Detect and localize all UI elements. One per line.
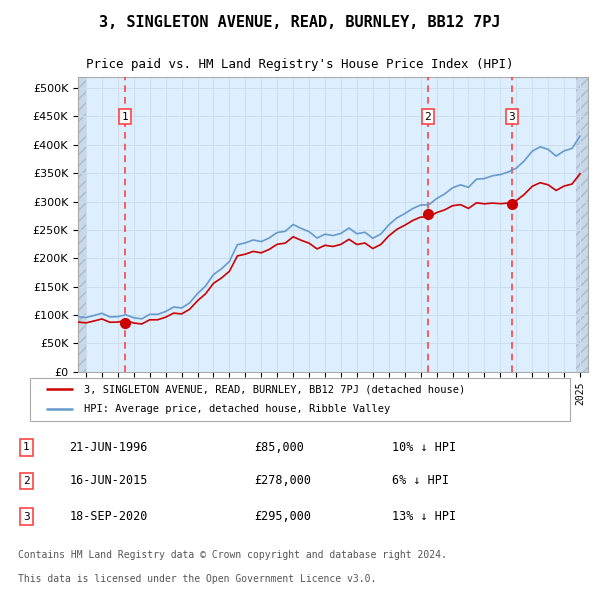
Text: Price paid vs. HM Land Registry's House Price Index (HPI): Price paid vs. HM Land Registry's House … <box>86 58 514 71</box>
Text: 6% ↓ HPI: 6% ↓ HPI <box>392 474 449 487</box>
Text: 2: 2 <box>424 112 431 122</box>
Text: 2: 2 <box>23 476 30 486</box>
Text: 3: 3 <box>508 112 515 122</box>
Text: £295,000: £295,000 <box>254 510 311 523</box>
Text: £85,000: £85,000 <box>254 441 304 454</box>
FancyBboxPatch shape <box>30 378 570 421</box>
Text: £278,000: £278,000 <box>254 474 311 487</box>
Bar <box>78 77 86 372</box>
Text: 3, SINGLETON AVENUE, READ, BURNLEY, BB12 7PJ (detached house): 3, SINGLETON AVENUE, READ, BURNLEY, BB12… <box>84 384 465 394</box>
Text: 1: 1 <box>23 442 30 452</box>
Text: 16-JUN-2015: 16-JUN-2015 <box>70 474 148 487</box>
Text: 3, SINGLETON AVENUE, READ, BURNLEY, BB12 7PJ: 3, SINGLETON AVENUE, READ, BURNLEY, BB12… <box>99 15 501 30</box>
Text: 13% ↓ HPI: 13% ↓ HPI <box>392 510 456 523</box>
Text: 18-SEP-2020: 18-SEP-2020 <box>70 510 148 523</box>
Text: This data is licensed under the Open Government Licence v3.0.: This data is licensed under the Open Gov… <box>18 574 376 584</box>
Text: HPI: Average price, detached house, Ribble Valley: HPI: Average price, detached house, Ribb… <box>84 404 390 414</box>
Text: Contains HM Land Registry data © Crown copyright and database right 2024.: Contains HM Land Registry data © Crown c… <box>18 550 446 560</box>
Text: 21-JUN-1996: 21-JUN-1996 <box>70 441 148 454</box>
Text: 10% ↓ HPI: 10% ↓ HPI <box>392 441 456 454</box>
Text: 3: 3 <box>23 512 30 522</box>
Bar <box>576 77 588 372</box>
Text: 1: 1 <box>122 112 129 122</box>
